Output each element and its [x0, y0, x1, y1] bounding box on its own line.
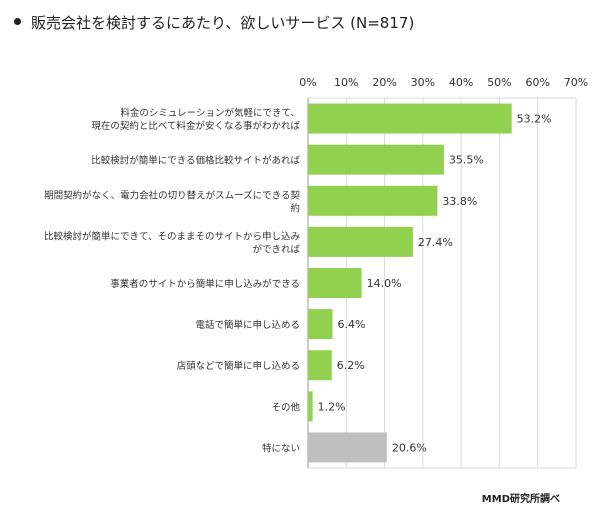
data-label: 53.2%	[517, 113, 552, 126]
bar	[308, 185, 438, 216]
category-label: 料金のシミュレーションが気軽にできて、	[120, 107, 300, 119]
bar	[308, 103, 512, 134]
data-label: 27.4%	[418, 236, 453, 249]
category-label: 期間契約がなく、電力会社の切り替えがスムーズにできる契	[44, 189, 300, 201]
data-label: 14.0%	[367, 277, 402, 290]
category-label: その他	[271, 401, 300, 413]
tick-label: 0%	[299, 76, 316, 89]
source-note: MMD研究所調べ	[481, 494, 560, 505]
data-label: 1.2%	[318, 400, 346, 413]
bullet-icon	[14, 18, 21, 25]
bar	[308, 309, 333, 340]
tick-label: 20%	[372, 76, 396, 89]
category-label: ができれば	[252, 243, 300, 255]
data-label: 35.5%	[449, 154, 484, 167]
tick-label: 70%	[564, 76, 588, 89]
data-label: 20.6%	[392, 441, 427, 454]
category-label: 電話で簡単に申し込める	[195, 319, 300, 331]
data-label: 6.2%	[337, 359, 365, 372]
chart-title: 販売会社を検討するにあたり、欲しいサービス (N=817)	[14, 12, 414, 33]
tick-label: 30%	[411, 76, 435, 89]
bar	[308, 268, 362, 298]
category-label: 約	[290, 202, 300, 214]
category-label: 特にない	[262, 442, 300, 454]
bar	[308, 350, 332, 381]
data-label: 33.8%	[442, 195, 477, 208]
category-label: 事業者のサイトから簡単に申し込みができる	[110, 278, 300, 290]
bar	[308, 226, 413, 257]
bar	[308, 432, 387, 463]
data-label: 6.4%	[338, 318, 366, 331]
tick-label: 40%	[449, 76, 473, 89]
category-label: 現在の契約と比べて料金が安くなる事がわかれば	[91, 120, 300, 132]
bar	[308, 391, 313, 422]
tick-label: 60%	[525, 76, 549, 89]
bar	[308, 144, 444, 175]
tick-label: 50%	[487, 76, 511, 89]
category-label: 店頭などで簡単に申し込める	[177, 360, 300, 372]
tick-label: 10%	[334, 76, 358, 89]
category-label: 比較検討が簡単にできる価格比較サイトがあれば	[91, 155, 300, 167]
category-label: 比較検討が簡単にできて、そのままそのサイトから申し込み	[44, 230, 300, 242]
chart-title-text: 販売会社を検討するにあたり、欲しいサービス (N=817)	[31, 14, 415, 32]
